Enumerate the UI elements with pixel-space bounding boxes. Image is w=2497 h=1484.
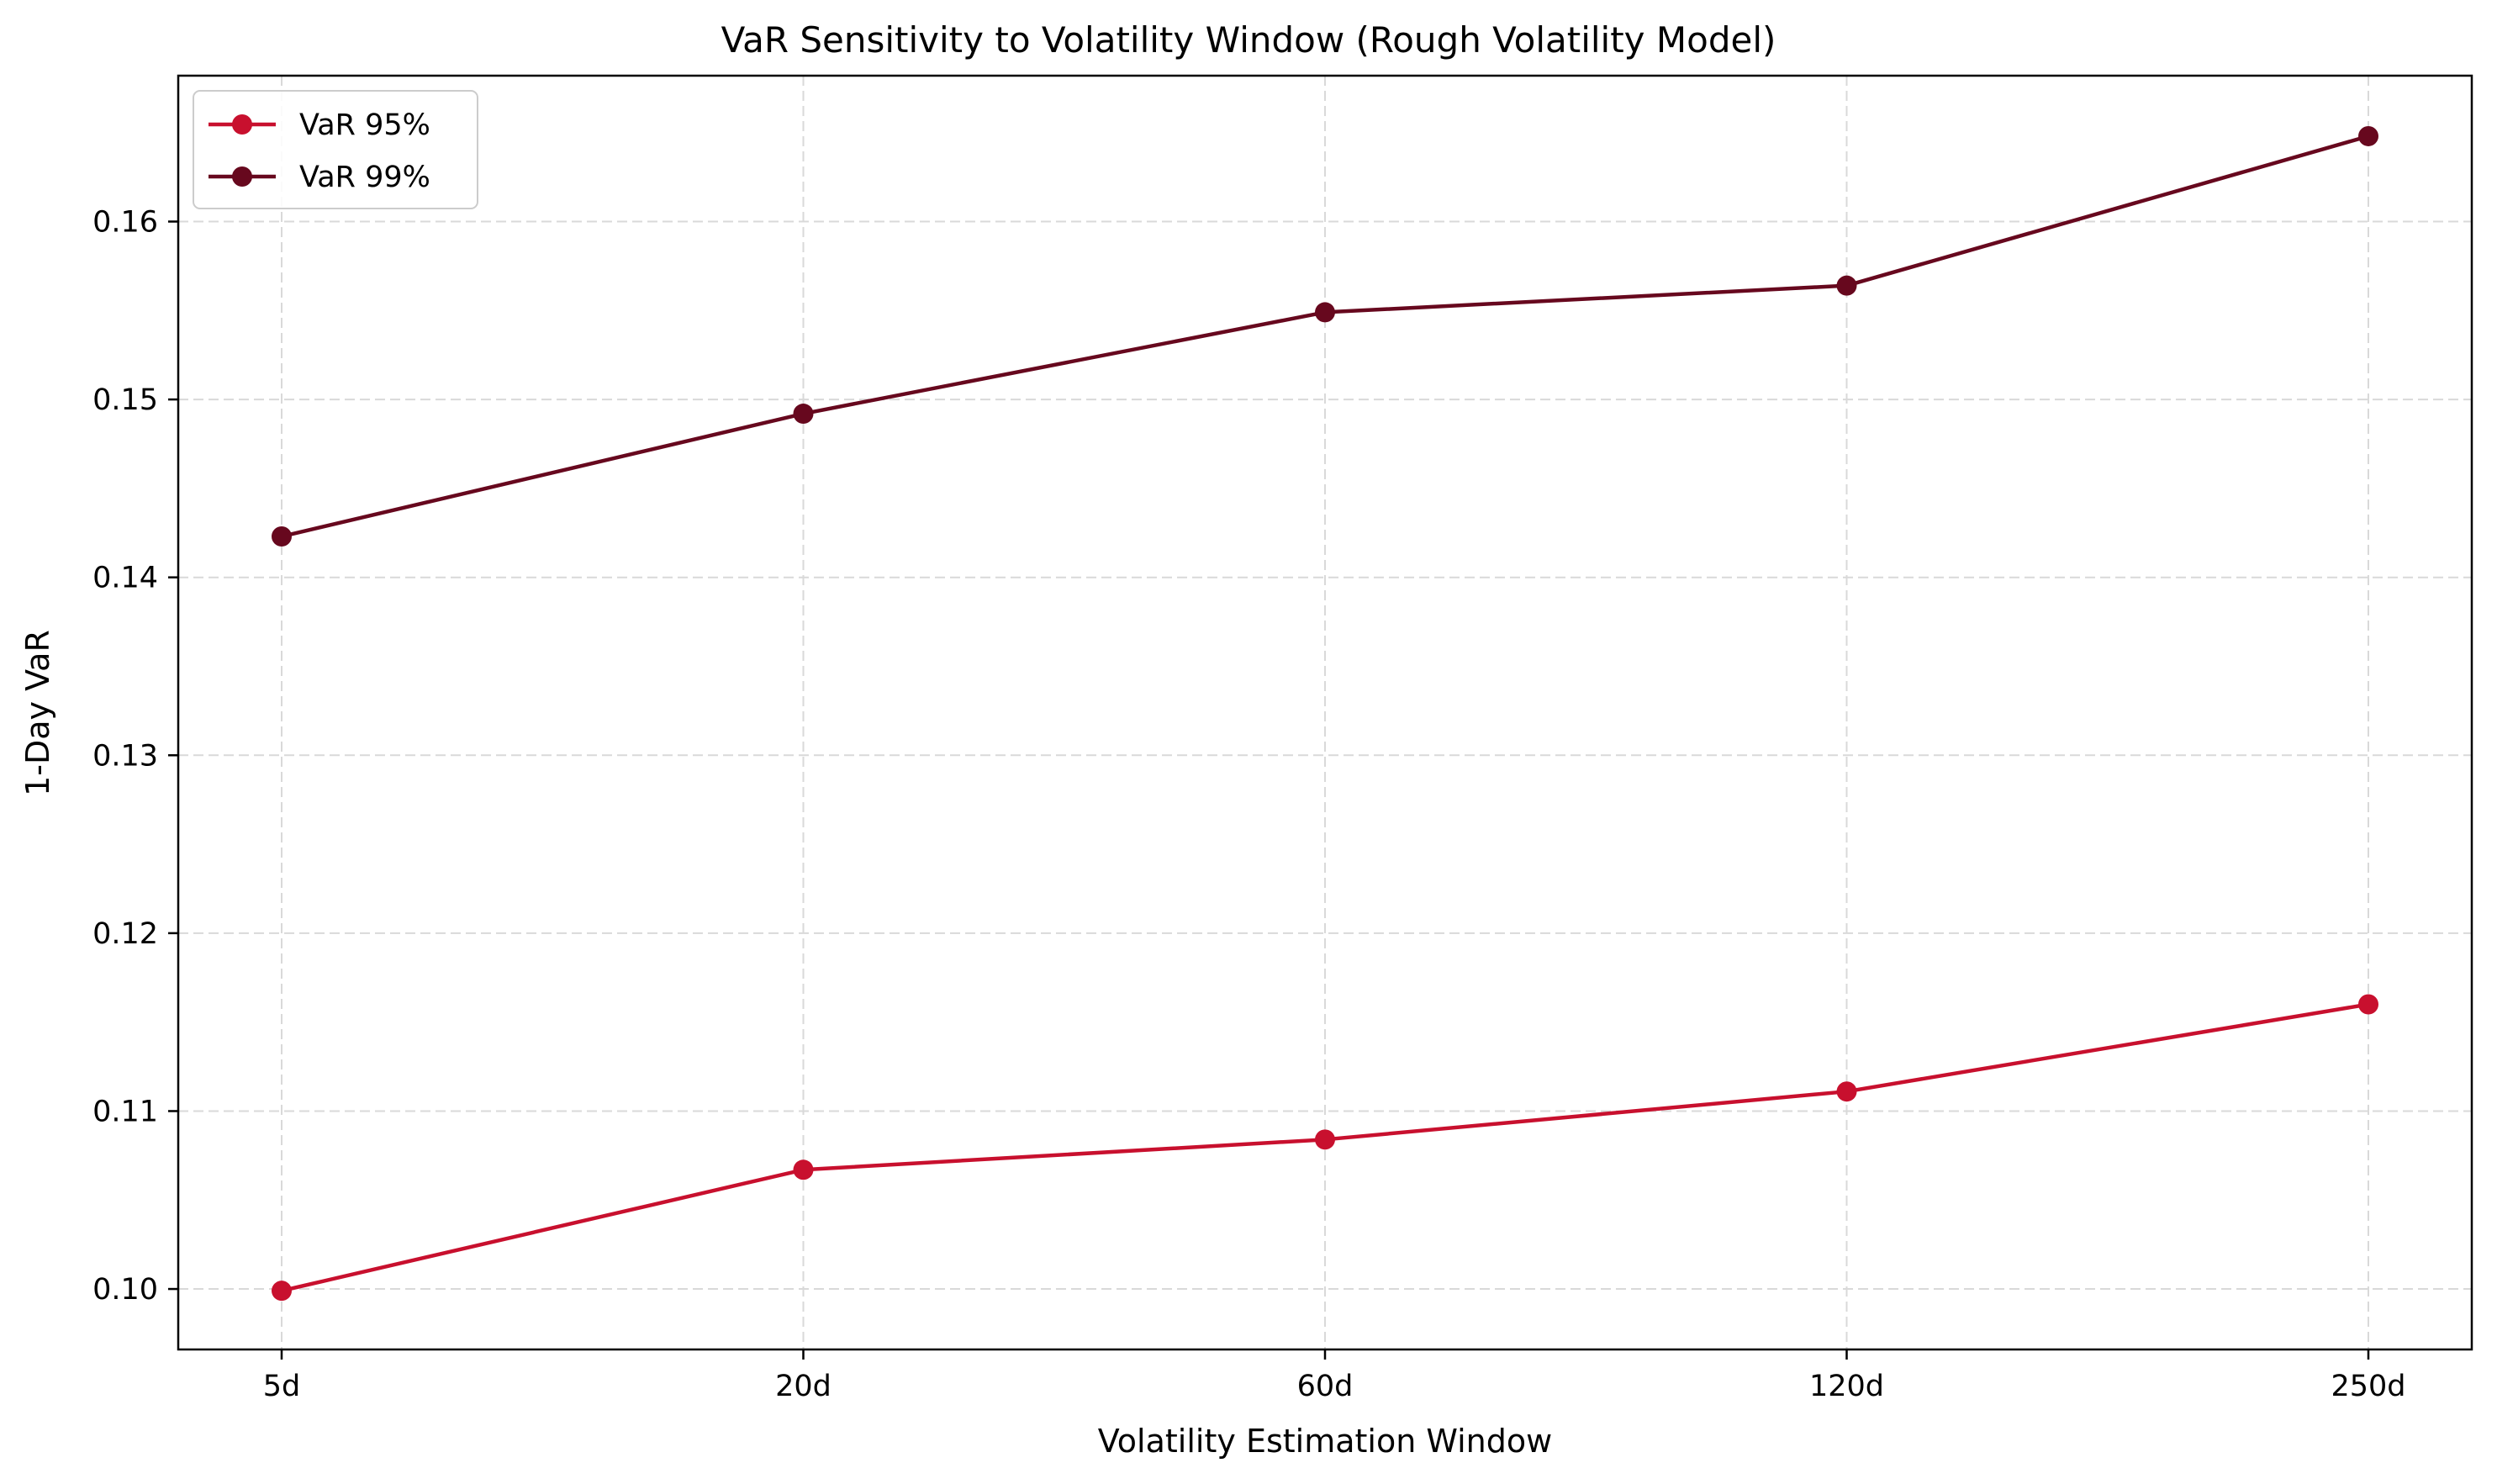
x-tick-label: 20d xyxy=(775,1370,831,1403)
data-point xyxy=(1315,1129,1335,1150)
x-tick-label: 5d xyxy=(263,1370,301,1403)
grid-layer xyxy=(178,76,2472,1349)
y-tick-label: 0.10 xyxy=(92,1273,158,1307)
legend: VaR 95% VaR 99% xyxy=(193,90,478,209)
y-tick-label: 0.11 xyxy=(92,1095,158,1128)
y-tick-label: 0.15 xyxy=(92,383,158,417)
y-tick-label: 0.13 xyxy=(92,739,158,773)
series-layer xyxy=(272,125,2378,1302)
legend-marker xyxy=(232,166,252,187)
legend-label: VaR 95% xyxy=(299,108,430,142)
series-1 xyxy=(272,994,2378,1302)
x-axis-label: Volatility Estimation Window xyxy=(1098,1423,1552,1460)
series-2 xyxy=(272,125,2378,547)
data-point xyxy=(1836,275,1857,296)
y-tick-label: 0.16 xyxy=(92,206,158,240)
data-point xyxy=(1836,1081,1857,1102)
y-axis-label: 1-Day VaR xyxy=(19,630,56,796)
x-tick-label: 120d xyxy=(1809,1370,1884,1403)
x-tick-label: 250d xyxy=(2331,1370,2405,1403)
tick-layer: 5d 20d 60d 120d 250d 0.10 0.11 0.12 0.13 0.14 0.15… xyxy=(92,206,2405,1403)
y-tick-label: 0.12 xyxy=(92,917,158,951)
chart-title: VaR Sensitivity to Volatility Window (Ro… xyxy=(721,19,1776,61)
data-point xyxy=(272,1281,292,1302)
data-point xyxy=(2358,125,2378,146)
data-point xyxy=(2358,994,2378,1015)
legend-marker xyxy=(232,114,252,135)
x-tick-label: 60d xyxy=(1297,1370,1354,1403)
data-point xyxy=(793,404,814,425)
data-point xyxy=(793,1159,814,1180)
y-tick-label: 0.14 xyxy=(92,562,158,595)
data-point xyxy=(1315,302,1335,323)
legend-box xyxy=(193,90,478,209)
data-point xyxy=(272,526,292,547)
legend-label: VaR 99% xyxy=(299,161,430,194)
